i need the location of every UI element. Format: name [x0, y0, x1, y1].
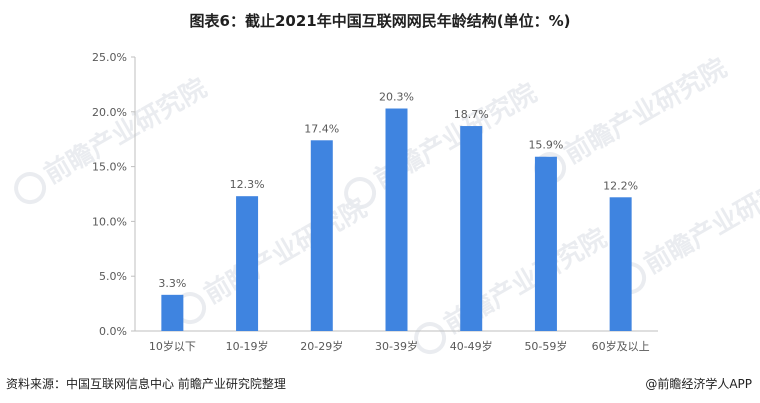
- bar: [460, 126, 483, 331]
- bar: [236, 196, 259, 331]
- data-label: 17.4%: [304, 122, 339, 135]
- x-tick-label: 50-59岁: [524, 339, 567, 353]
- bar: [609, 197, 632, 331]
- x-tick-label: 30-39岁: [375, 339, 418, 353]
- bar: [385, 108, 408, 332]
- x-tick-label: 20-29岁: [300, 339, 343, 353]
- data-label: 15.9%: [528, 139, 563, 152]
- x-tick-label: 10-19岁: [226, 339, 269, 353]
- x-tick-label: 60岁及以上: [592, 339, 650, 353]
- data-label: 12.2%: [603, 179, 638, 192]
- y-tick-label: 0.0%: [99, 325, 127, 338]
- brand-credit: @前瞻经济学人APP: [645, 377, 752, 391]
- bar: [161, 294, 184, 331]
- y-tick-label: 20.0%: [92, 106, 127, 119]
- bar: [534, 156, 557, 331]
- source-note: 资料来源：中国互联网信息中心 前瞻产业研究院整理: [6, 377, 286, 391]
- data-label: 12.3%: [230, 178, 265, 191]
- data-label: 3.3%: [158, 277, 186, 290]
- y-tick-label: 10.0%: [92, 215, 127, 228]
- chart-title: 图表6：截止2021年中国互联网网民年龄结构(单位：%): [189, 12, 571, 30]
- x-tick-label: 40-49岁: [450, 339, 493, 353]
- data-label: 20.3%: [379, 91, 414, 104]
- y-tick-label: 5.0%: [99, 270, 127, 283]
- bar: [310, 140, 333, 331]
- x-tick-label: 10岁以下: [149, 339, 196, 353]
- data-label: 18.7%: [454, 108, 489, 121]
- y-tick-label: 25.0%: [92, 51, 127, 64]
- y-tick-label: 15.0%: [92, 161, 127, 174]
